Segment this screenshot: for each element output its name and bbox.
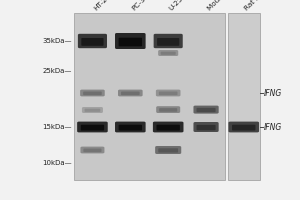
FancyBboxPatch shape <box>158 148 178 153</box>
FancyBboxPatch shape <box>158 50 178 56</box>
FancyBboxPatch shape <box>194 122 219 132</box>
Text: IFNG: IFNG <box>264 122 282 132</box>
FancyBboxPatch shape <box>121 92 140 95</box>
FancyBboxPatch shape <box>118 90 142 96</box>
FancyBboxPatch shape <box>78 34 107 48</box>
Text: Mouse brain: Mouse brain <box>206 0 242 12</box>
FancyBboxPatch shape <box>85 109 100 112</box>
FancyBboxPatch shape <box>80 90 105 96</box>
FancyBboxPatch shape <box>156 90 181 96</box>
FancyBboxPatch shape <box>115 122 146 132</box>
FancyBboxPatch shape <box>159 92 178 95</box>
FancyBboxPatch shape <box>157 38 179 46</box>
Text: 10kDa—: 10kDa— <box>42 160 72 166</box>
Text: U-251MG: U-251MG <box>168 0 196 12</box>
FancyBboxPatch shape <box>118 38 142 46</box>
Text: HT-29: HT-29 <box>92 0 112 12</box>
FancyBboxPatch shape <box>154 34 183 48</box>
FancyBboxPatch shape <box>196 125 216 130</box>
Text: 25kDa—: 25kDa— <box>43 68 72 74</box>
Text: Rat brain: Rat brain <box>244 0 271 12</box>
FancyBboxPatch shape <box>161 52 176 55</box>
Text: IFNG: IFNG <box>264 88 282 98</box>
FancyBboxPatch shape <box>80 147 104 153</box>
FancyBboxPatch shape <box>115 33 146 49</box>
Text: 15kDa—: 15kDa— <box>43 124 72 130</box>
Text: PC-3: PC-3 <box>130 0 146 12</box>
FancyBboxPatch shape <box>82 107 103 113</box>
FancyBboxPatch shape <box>228 13 260 180</box>
FancyBboxPatch shape <box>74 13 225 180</box>
FancyBboxPatch shape <box>196 108 216 112</box>
Text: 35kDa—: 35kDa— <box>43 38 72 44</box>
FancyBboxPatch shape <box>159 108 177 112</box>
FancyBboxPatch shape <box>232 125 256 131</box>
FancyBboxPatch shape <box>156 106 180 113</box>
FancyBboxPatch shape <box>153 122 184 132</box>
FancyBboxPatch shape <box>81 125 104 131</box>
FancyBboxPatch shape <box>194 106 219 114</box>
FancyBboxPatch shape <box>229 122 259 132</box>
FancyBboxPatch shape <box>77 122 108 132</box>
FancyBboxPatch shape <box>157 125 180 131</box>
FancyBboxPatch shape <box>83 149 101 152</box>
FancyBboxPatch shape <box>118 125 142 131</box>
FancyBboxPatch shape <box>81 38 104 46</box>
FancyBboxPatch shape <box>83 92 102 95</box>
FancyBboxPatch shape <box>155 146 181 154</box>
